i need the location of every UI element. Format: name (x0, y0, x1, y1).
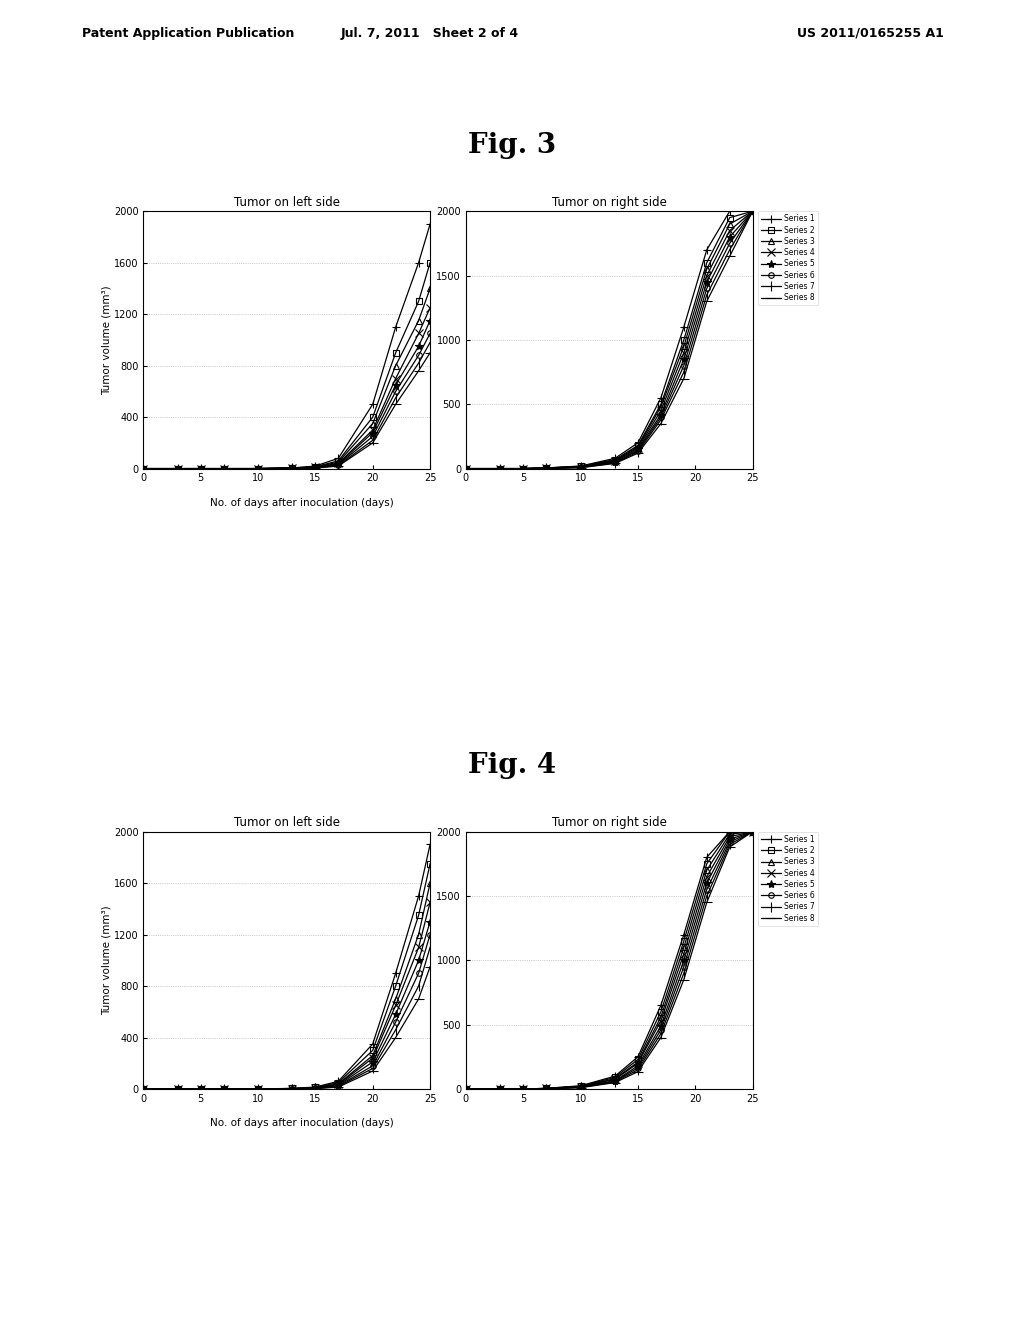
Title: Tumor on left side: Tumor on left side (233, 195, 340, 209)
Text: US 2011/0165255 A1: US 2011/0165255 A1 (797, 26, 944, 40)
Legend: Series 1, Series 2, Series 3, Series 4, Series 5, Series 6, Series 7, Series 8: Series 1, Series 2, Series 3, Series 4, … (759, 211, 818, 305)
Legend: Series 1, Series 2, Series 3, Series 4, Series 5, Series 6, Series 7, Series 8: Series 1, Series 2, Series 3, Series 4, … (759, 832, 818, 925)
Y-axis label: Tumor volume (mm³): Tumor volume (mm³) (101, 906, 111, 1015)
Text: Fig. 3: Fig. 3 (468, 132, 556, 158)
Text: Patent Application Publication: Patent Application Publication (82, 26, 294, 40)
Text: Jul. 7, 2011   Sheet 2 of 4: Jul. 7, 2011 Sheet 2 of 4 (341, 26, 519, 40)
Title: Tumor on right side: Tumor on right side (552, 195, 667, 209)
Y-axis label: Tumor volume (mm³): Tumor volume (mm³) (101, 285, 111, 395)
Title: Tumor on left side: Tumor on left side (233, 816, 340, 829)
Text: No. of days after inoculation (days): No. of days after inoculation (days) (210, 1118, 394, 1129)
Text: Fig. 4: Fig. 4 (468, 752, 556, 779)
Title: Tumor on right side: Tumor on right side (552, 816, 667, 829)
Text: No. of days after inoculation (days): No. of days after inoculation (days) (210, 498, 394, 508)
